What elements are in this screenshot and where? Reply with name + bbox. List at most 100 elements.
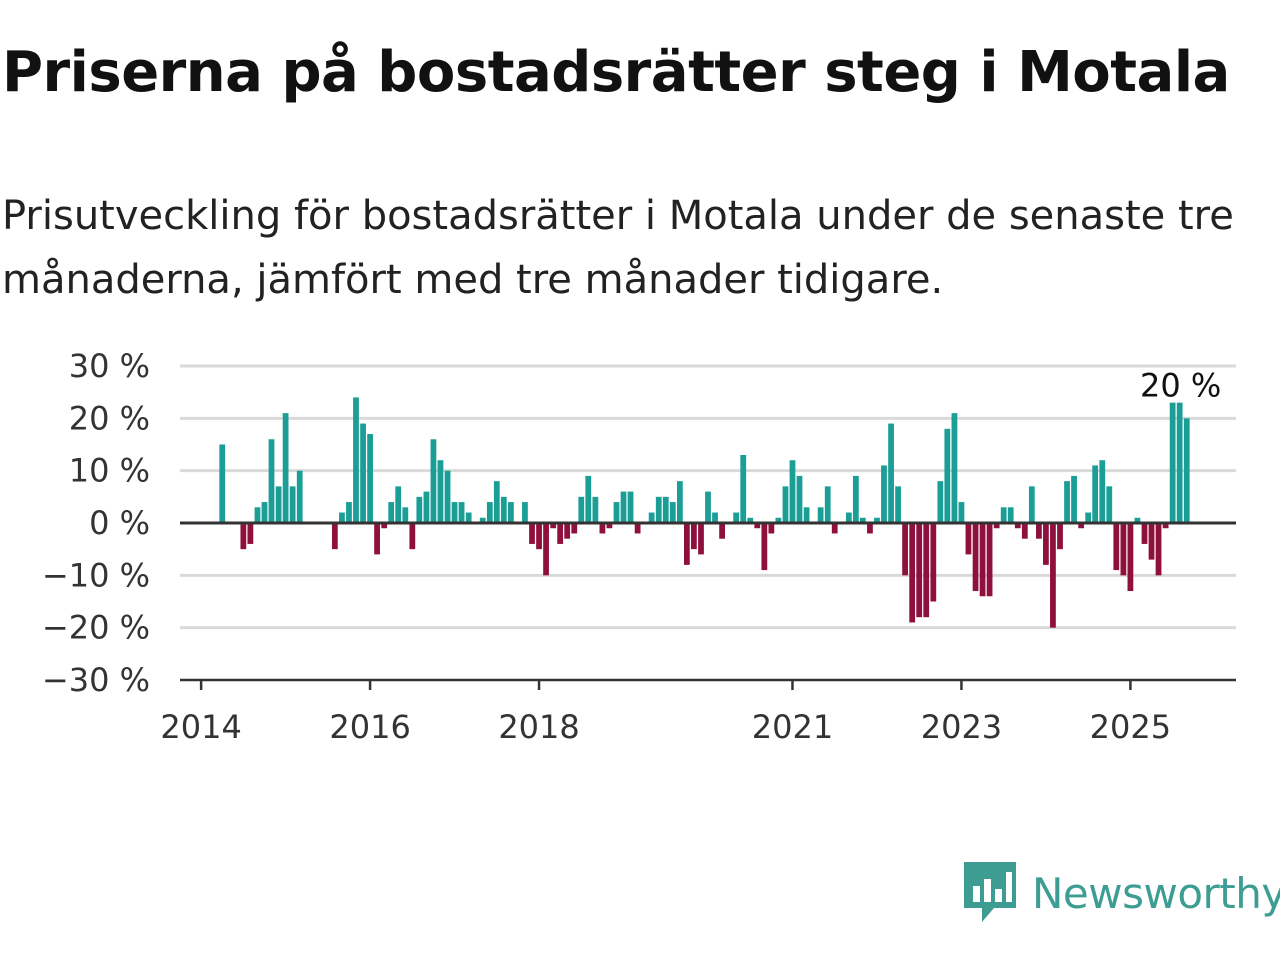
bar (986, 523, 993, 597)
bar (972, 523, 979, 592)
bar (1050, 523, 1056, 628)
bar (592, 496, 599, 523)
bar (444, 470, 451, 523)
bar (282, 413, 289, 523)
bar (1064, 481, 1070, 523)
bar (1134, 517, 1141, 523)
bar (268, 439, 275, 523)
bar (930, 523, 937, 602)
bar (500, 496, 507, 523)
bar (416, 496, 423, 523)
bar (388, 502, 395, 523)
bar (796, 475, 803, 523)
bar (1021, 523, 1028, 539)
bar (902, 523, 908, 576)
bar (803, 507, 810, 523)
bar (1092, 465, 1099, 523)
bar (423, 491, 430, 523)
bar (1078, 523, 1085, 529)
bar (874, 517, 880, 523)
bar (845, 512, 852, 523)
y-tick-label: 20 % (69, 399, 150, 437)
bar (606, 523, 613, 529)
bar (951, 413, 958, 523)
bar (965, 523, 972, 555)
bar (881, 465, 887, 523)
bar (852, 475, 859, 523)
bar (437, 460, 444, 523)
bar (289, 486, 296, 523)
bar (754, 523, 761, 529)
newsworthy-chart-icon (964, 862, 1016, 922)
bar (1169, 402, 1176, 523)
bar (916, 523, 923, 618)
bar (599, 523, 606, 534)
bar (346, 502, 352, 523)
bar (888, 423, 894, 523)
bar (662, 496, 669, 523)
bar (261, 502, 268, 523)
bar (824, 486, 831, 523)
bar (691, 523, 697, 550)
bar (458, 502, 465, 523)
bar (536, 523, 542, 550)
bar (550, 523, 557, 529)
bar (1120, 523, 1127, 576)
bar (529, 523, 535, 544)
bar (331, 523, 338, 550)
bar (705, 491, 711, 523)
bar (254, 507, 261, 523)
y-tick-label: −10 % (42, 556, 150, 594)
bar (374, 523, 380, 555)
bar (1183, 418, 1190, 523)
bar (409, 523, 416, 550)
bars (219, 397, 1190, 628)
bar (979, 523, 986, 597)
y-tick-label: 30 % (69, 347, 150, 385)
bar (1028, 486, 1035, 523)
chart-title: Priserna på bostadsrätter steg i Motala (2, 40, 1230, 105)
bar (789, 460, 796, 523)
bar (740, 454, 747, 523)
bar (747, 517, 754, 523)
bar (564, 523, 571, 539)
bar (275, 486, 282, 523)
bar (817, 507, 824, 523)
bar (676, 481, 683, 523)
bar (493, 481, 500, 523)
bar (634, 523, 641, 534)
bar (782, 486, 789, 523)
bar (486, 502, 493, 523)
bar (993, 523, 1000, 529)
bar (402, 507, 409, 523)
bar (1099, 460, 1106, 523)
bar (578, 496, 585, 523)
bar (1113, 523, 1120, 571)
x-tick-label: 2021 (752, 708, 833, 746)
latest-value-label: 20 % (1140, 367, 1221, 405)
bar (719, 523, 725, 539)
bar (360, 423, 366, 523)
bar (895, 486, 901, 523)
bar (627, 491, 634, 523)
bar (655, 496, 662, 523)
bar (944, 428, 951, 523)
bar (620, 491, 627, 523)
bar (958, 502, 965, 523)
bar (1000, 507, 1007, 523)
bar (1148, 523, 1155, 560)
y-tick-label: 10 % (69, 452, 150, 490)
bar (451, 502, 458, 523)
bar (1007, 507, 1014, 523)
bar (557, 523, 564, 544)
bar (1057, 523, 1063, 550)
bar (937, 481, 944, 523)
bar (733, 512, 740, 523)
bar (522, 502, 528, 523)
bar (543, 523, 549, 576)
bar (1176, 402, 1183, 523)
y-tick-label: −30 % (42, 661, 150, 699)
bar (367, 434, 373, 523)
logo-text: Newsworthy (1032, 868, 1280, 918)
bar (712, 512, 718, 523)
